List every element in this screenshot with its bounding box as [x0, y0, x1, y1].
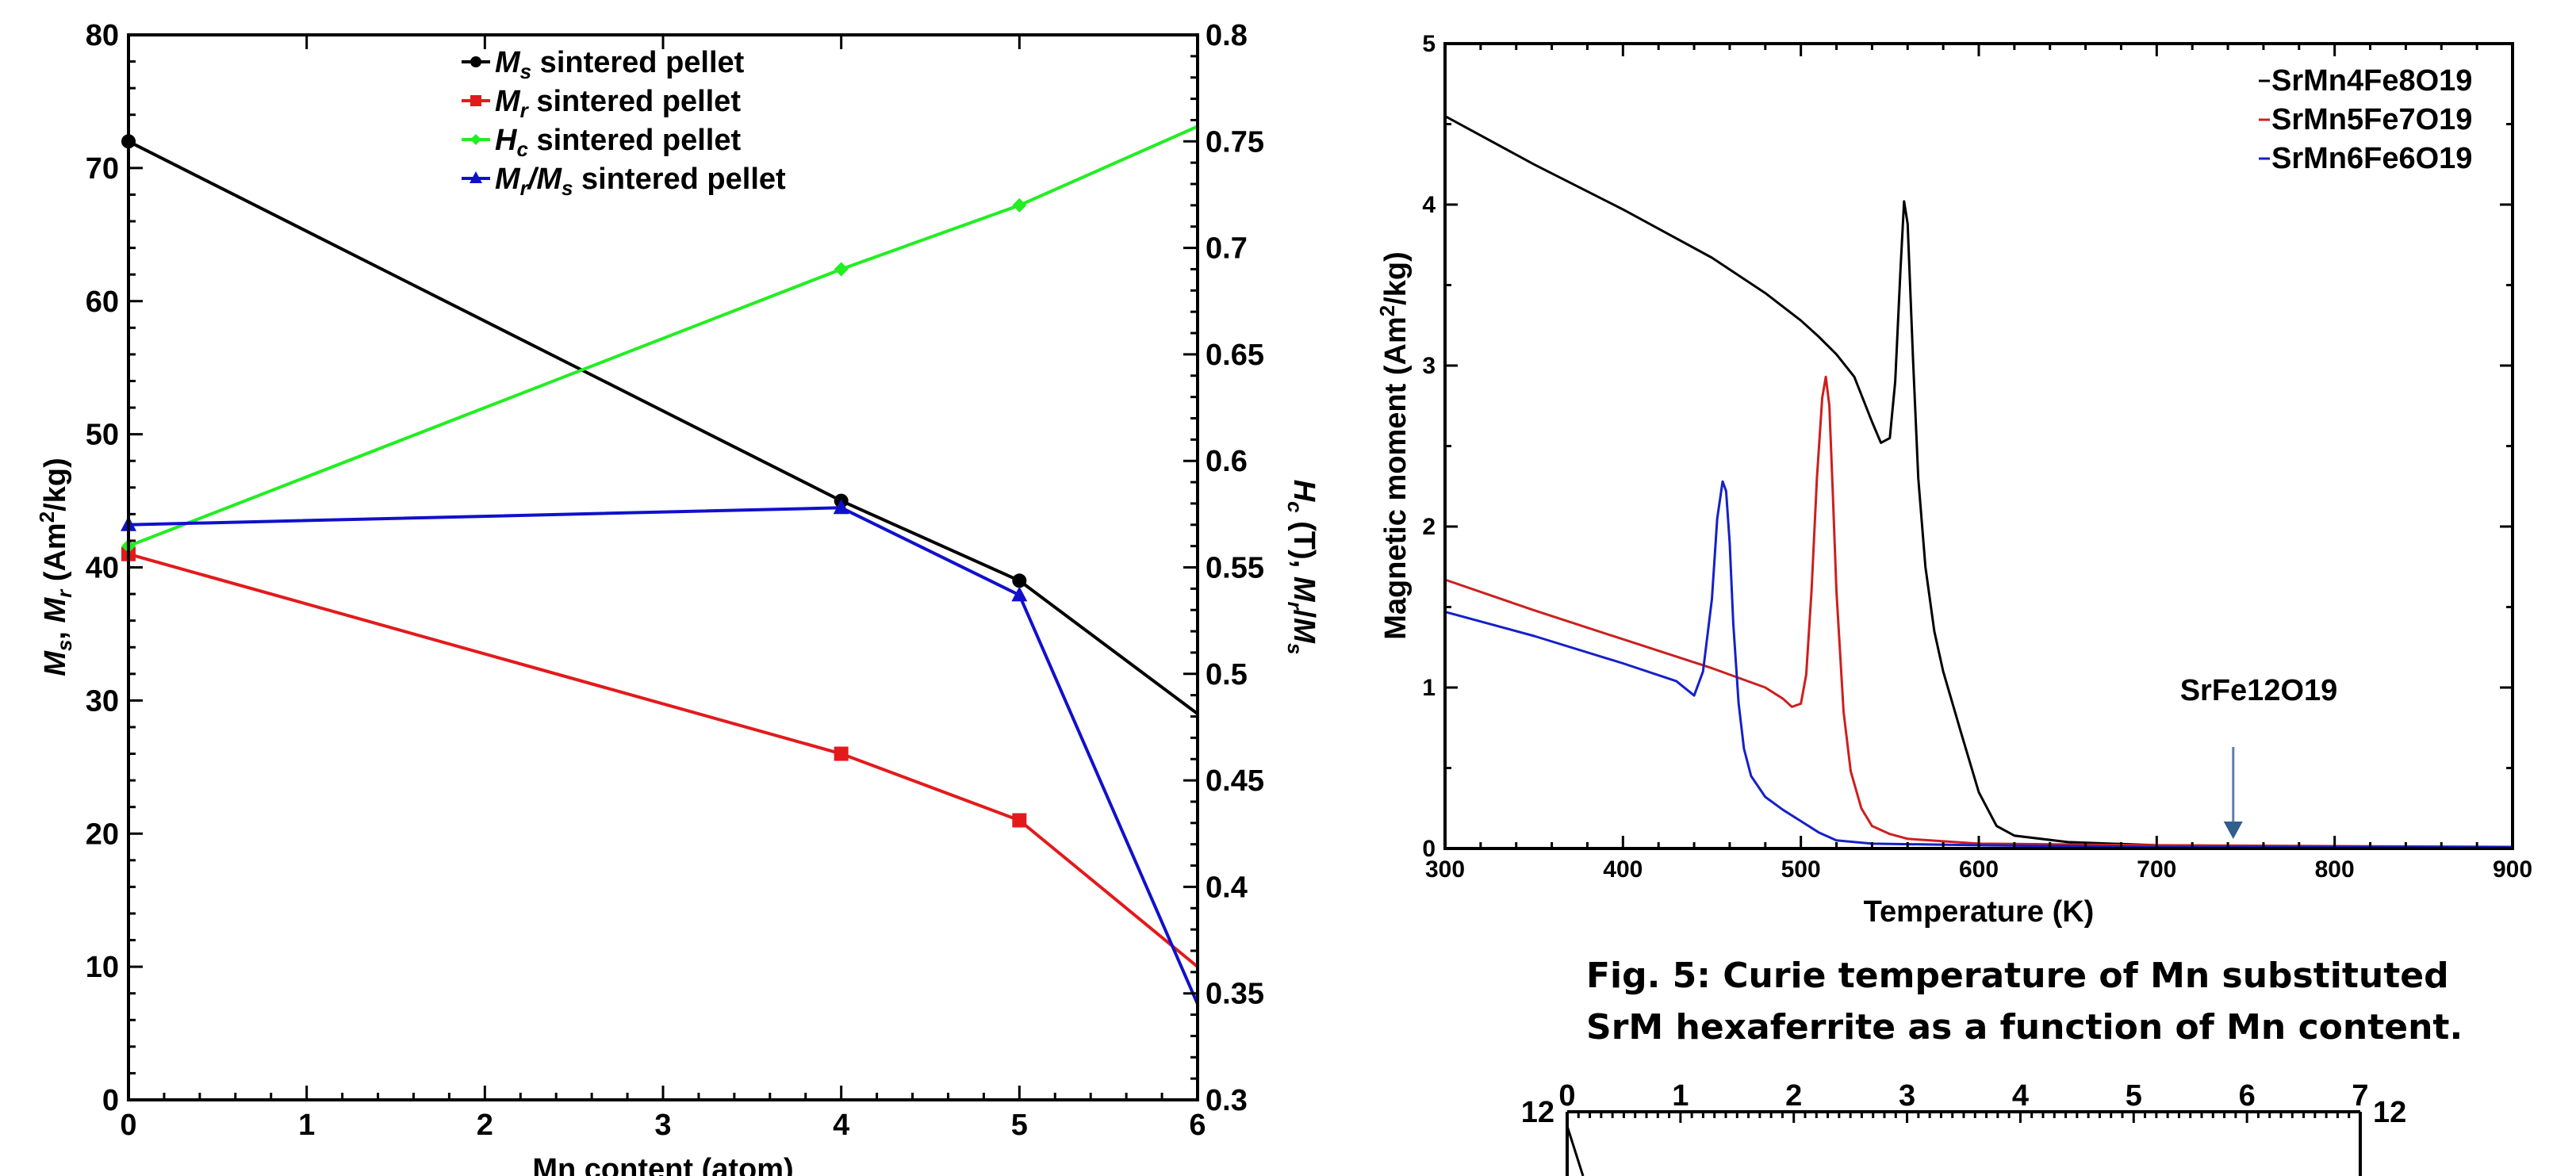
annotation-label: SrFe12O19	[2180, 674, 2338, 707]
y-tick-label: 70	[86, 152, 119, 186]
y-tick-label: 10	[86, 951, 119, 984]
x-tick-label: 7	[2352, 1079, 2368, 1113]
series-line	[128, 140, 1199, 715]
y-tick-label: 20	[86, 818, 119, 851]
data-point	[834, 746, 849, 761]
y2-tick-label: 0.4	[1206, 871, 1248, 904]
y-tick-label: 30	[86, 684, 119, 718]
x-tick-label: 400	[1603, 856, 1643, 883]
figure-caption-line2: SrM hexaferrite as a function of Mn cont…	[1586, 1007, 2463, 1048]
legend: SrMn4Fe8O19 SrMn5Fe7O19 SrMn6Fe6O19	[2259, 64, 2472, 175]
figure-caption-line1: Fig. 5: Curie temperature of Mn substitu…	[1586, 956, 2449, 996]
data-point	[470, 171, 482, 183]
x-tick-label: 1	[1672, 1079, 1689, 1113]
legend-label: Mr/Ms sintered pellet	[495, 163, 786, 200]
x-tick-label: 700	[2137, 856, 2176, 883]
data-point	[1011, 586, 1028, 602]
y2-tick-label: 0.5	[1206, 658, 1248, 691]
x-tick-label: 6	[2239, 1079, 2256, 1113]
y-tick-label: 40	[86, 552, 119, 585]
arrow-head	[2223, 822, 2243, 839]
series-line	[1444, 480, 2513, 848]
legend-label: SrMn6Fe6O19	[2271, 142, 2472, 175]
series-line	[128, 552, 1199, 968]
x-tick-label: 500	[1781, 856, 1821, 883]
y2-tick-label: 0.8	[1206, 19, 1248, 52]
y-tick-label: 60	[86, 285, 119, 319]
data-curve	[1566, 1125, 1585, 1176]
series-line	[1444, 115, 2513, 848]
y-axis-label: Ms, Mr (Am2/kg)	[35, 458, 76, 676]
y2-tick-label: 0.35	[1206, 978, 1264, 1011]
y-tick-label: 3	[1422, 353, 1436, 379]
series-line	[128, 506, 1199, 1005]
x-tick-label: 2	[1785, 1079, 1802, 1113]
y2-axis-label: Hc (T), Mr/Ms	[1283, 480, 1321, 655]
data-point	[1012, 813, 1027, 828]
y-tick-label: 4	[1422, 192, 1436, 218]
x-tick-label: 5	[2126, 1079, 2142, 1113]
x-axis-label: Mn content (atom)	[532, 1153, 793, 1176]
data-point	[470, 95, 481, 106]
y-tick-label: 12	[1521, 1096, 1554, 1129]
x-tick-label: 4	[833, 1109, 849, 1142]
data-point	[470, 56, 481, 67]
x-tick-label: 2	[477, 1109, 493, 1142]
y2-tick-label: 0.55	[1206, 552, 1264, 585]
x-axis-label: Temperature (K)	[1864, 895, 2095, 929]
data-point	[470, 134, 481, 145]
y2-tick-label: 0.75	[1206, 125, 1264, 159]
x-tick-label: 4	[2012, 1079, 2029, 1113]
y2-tick-label: 12	[2373, 1096, 2406, 1129]
y-tick-label: 50	[86, 419, 119, 452]
series-line	[128, 124, 1198, 548]
y2-tick-label: 0.6	[1206, 445, 1248, 478]
legend-label: SrMn4Fe8O19	[2271, 64, 2472, 98]
data-point	[1012, 197, 1027, 213]
chart-mn-content: 0 1 2 3 4 5 6010203040506070800.30.350.40.450.…	[35, 19, 1321, 1176]
y-tick-label: 0	[102, 1084, 119, 1117]
x-tick-label: 3	[654, 1109, 671, 1142]
x-tick-label: 5	[1011, 1109, 1028, 1142]
y-tick-label: 1	[1422, 675, 1436, 701]
data-point	[833, 499, 849, 515]
x-tick-label: 3	[1899, 1079, 1915, 1113]
legend-label: Mr sintered pellet	[495, 85, 741, 122]
legend-label: Hc sintered pellet	[495, 124, 741, 161]
y2-tick-label: 0.65	[1206, 339, 1264, 372]
x-tick-label: 0	[120, 1109, 136, 1142]
y2-tick-label: 0.3	[1206, 1084, 1248, 1117]
x-tick-label: 300	[1425, 856, 1465, 883]
x-tick-label: 0	[1558, 1079, 1575, 1113]
y2-tick-label: 0.45	[1206, 764, 1264, 798]
y-axis-label: Magnetic moment (Am2/kg)	[1375, 251, 1413, 640]
series-line	[1444, 375, 2513, 848]
y-tick-label: 2	[1422, 514, 1436, 540]
y-tick-label: 0	[1422, 836, 1436, 862]
legend-label: SrMn5Fe7O19	[2271, 103, 2472, 136]
x-tick-label: 6	[1189, 1109, 1206, 1142]
data-point	[834, 262, 849, 277]
x-tick-label: 800	[2315, 856, 2355, 883]
x-tick-label: 1	[298, 1109, 315, 1142]
legend-label: Ms sintered pellet	[495, 46, 745, 83]
y-tick-label: 5	[1422, 31, 1436, 57]
y2-tick-label: 0.7	[1206, 232, 1248, 266]
x-tick-label: 600	[1959, 856, 1999, 883]
x-tick-label: 900	[2493, 856, 2532, 883]
y-tick-label: 80	[86, 19, 119, 52]
data-point	[1012, 573, 1027, 588]
